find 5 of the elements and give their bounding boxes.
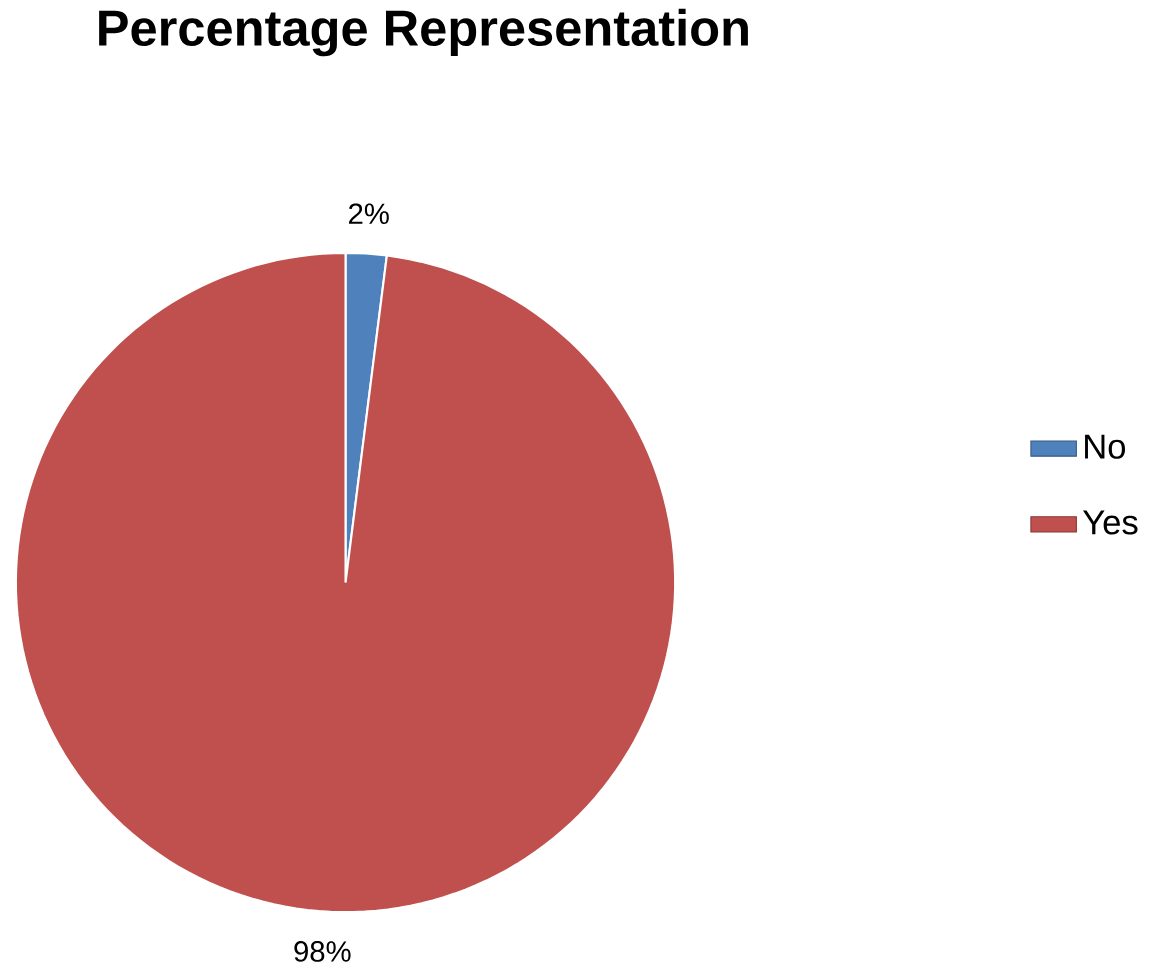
data-label: 98%: [294, 941, 351, 962]
chart-title: Percentage Representation: [99, 9, 748, 57]
legend-label: Yes: [1082, 510, 1138, 535]
data-label: 2%: [349, 203, 389, 225]
legend-label: No: [1085, 434, 1126, 459]
